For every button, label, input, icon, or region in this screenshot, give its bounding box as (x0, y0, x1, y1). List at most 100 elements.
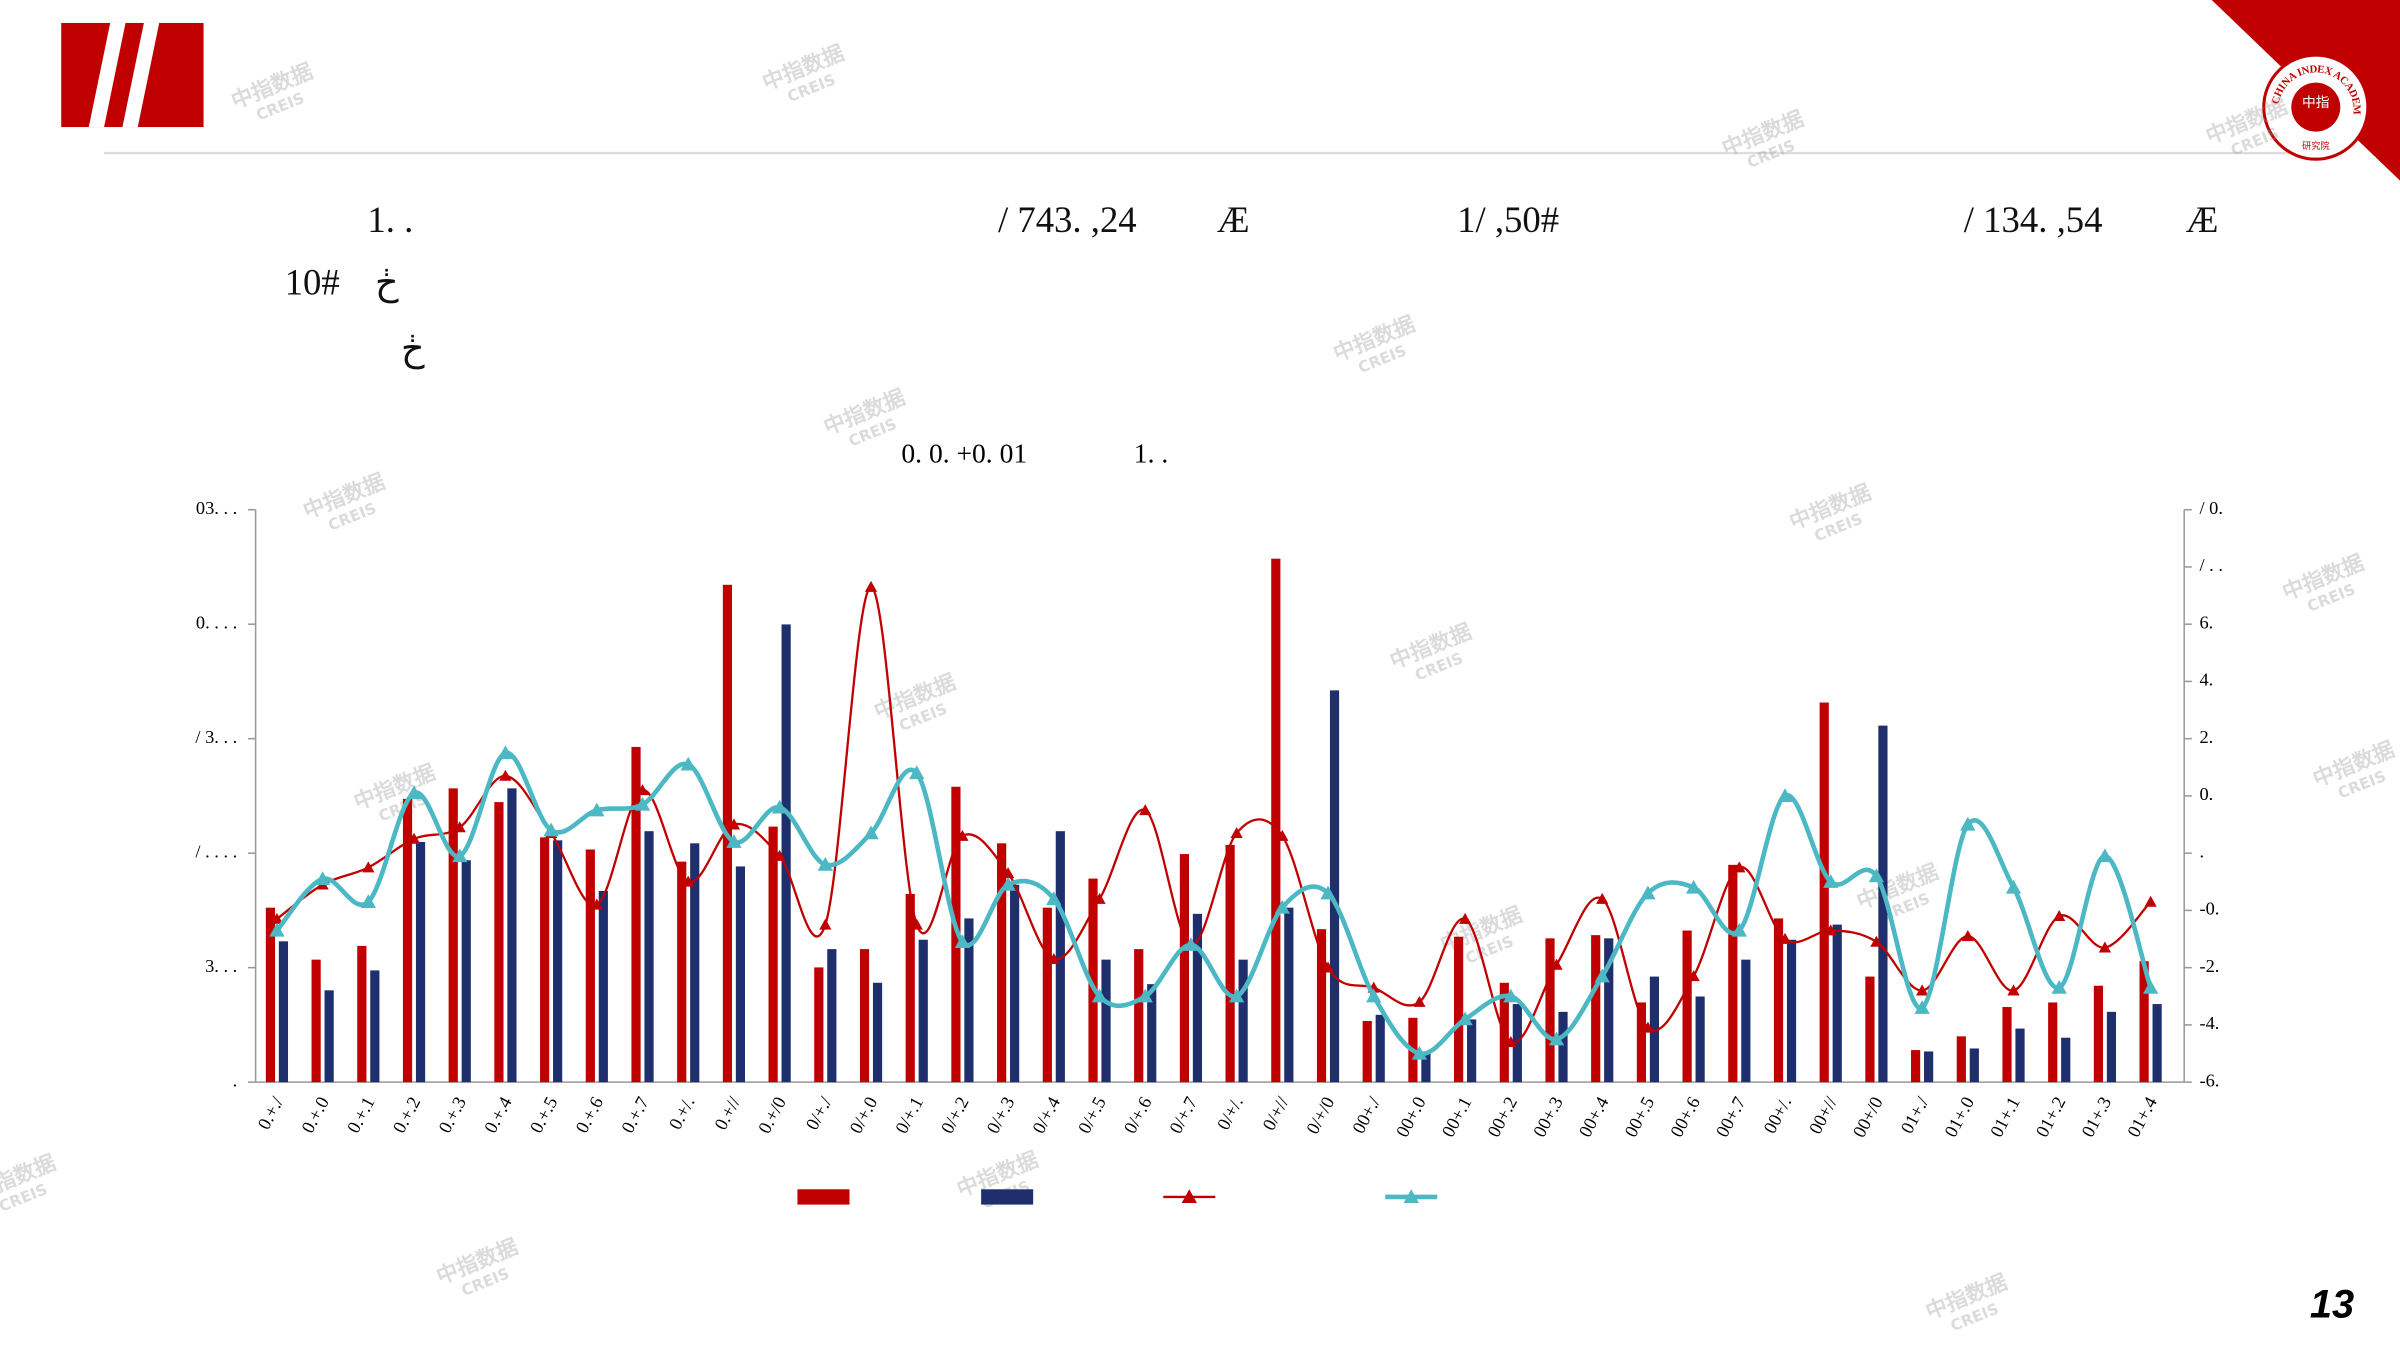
bar (1316, 929, 1327, 1083)
y2-tick-label: . (2199, 841, 2204, 861)
marker (362, 861, 375, 873)
marker (1139, 804, 1152, 816)
x-tick-label: 00+.4 (1575, 1093, 1613, 1140)
bar (1786, 939, 1797, 1083)
bar (964, 918, 974, 1083)
y2-tick-label: 2. (2199, 727, 2213, 747)
logo-ring: CHINA INDEX ACADEMY (0, 0, 2362, 115)
marker (2097, 848, 2113, 863)
x-tick-label: 00+.6 (1666, 1093, 1704, 1140)
legend-swatch (797, 1189, 850, 1205)
bar (1421, 1053, 1431, 1083)
x-tick-label: 0/+.7 (1166, 1093, 1202, 1136)
marker (360, 894, 376, 908)
bar (872, 982, 883, 1083)
bar (370, 970, 380, 1083)
marker (1685, 879, 1702, 894)
marker (1778, 932, 1792, 944)
bar (1956, 1036, 1966, 1083)
x-tick-label: 0.+/0 (754, 1093, 790, 1136)
header-slash (88, 22, 126, 128)
body-text: Æ (2186, 199, 2219, 240)
bar (781, 624, 791, 1083)
marker (864, 580, 878, 592)
marker (1457, 1011, 1473, 1026)
marker (2005, 879, 2022, 894)
x-tick-label: 0.+.7 (617, 1093, 652, 1136)
bar (1192, 913, 1203, 1083)
marker (1366, 988, 1382, 1003)
x-tick-label: 0.+./ (254, 1093, 288, 1133)
marker (634, 796, 651, 811)
x-tick-label: 0/+.0 (846, 1093, 882, 1136)
bar (2048, 1002, 2058, 1083)
y2-tick-label: / . . (2199, 555, 2222, 575)
bar (677, 861, 687, 1083)
bar (2152, 1004, 2162, 1083)
marker (1961, 930, 1974, 942)
bar (585, 849, 595, 1083)
x-tick-label: 01+.4 (2123, 1093, 2161, 1140)
bar (311, 959, 321, 1083)
bar (1147, 984, 1157, 1083)
marker (726, 834, 742, 848)
bar (507, 788, 517, 1083)
marker (2053, 910, 2066, 922)
marker (1594, 968, 1610, 983)
marker (1687, 970, 1700, 982)
line (276, 585, 2152, 1044)
bar (415, 841, 426, 1083)
x-tick-label: 00+.2 (1484, 1093, 1522, 1140)
bar (735, 866, 746, 1083)
bar (951, 786, 961, 1083)
y-tick-label: 03. . . (196, 498, 237, 518)
marker (453, 821, 466, 833)
marker (771, 799, 788, 814)
bar (1878, 725, 1888, 1083)
marker (2051, 980, 2067, 994)
y2-tick-label: -0. (2199, 899, 2219, 919)
x-tick-label: 01+.0 (1941, 1093, 1979, 1140)
x-tick-label: 00+.3 (1529, 1093, 1567, 1140)
bar (1055, 831, 1065, 1083)
bar (1911, 1050, 1921, 1083)
bar (859, 949, 870, 1083)
marker (1641, 1021, 1655, 1033)
marker (1413, 995, 1426, 1007)
x-tick-label: 00+.5 (1621, 1093, 1659, 1140)
marker (773, 849, 786, 861)
body-text: Æ (1217, 199, 1250, 240)
bar (1604, 938, 1614, 1083)
x-tick-label: 0/+.2 (937, 1093, 973, 1136)
y2-tick-label: -6. (2199, 1070, 2219, 1090)
marker (1002, 867, 1015, 879)
x-tick-label: 0.+.0 (297, 1093, 332, 1136)
legend-marker (1403, 1189, 1419, 1204)
logo-bottom: 研究院 (2302, 140, 2330, 151)
bar (1225, 844, 1235, 1083)
x-tick-label: 00+.0 (1392, 1093, 1430, 1140)
bar (598, 890, 608, 1083)
marker (909, 765, 925, 780)
legend-swatch (981, 1189, 1034, 1205)
bar (278, 941, 289, 1083)
marker (1411, 1045, 1428, 1060)
y2-tick-label: 6. (2199, 612, 2213, 632)
x-tick-label: 0/+/0 (1302, 1093, 1338, 1137)
bar (1558, 1011, 1568, 1083)
bar (1728, 864, 1738, 1083)
marker (863, 825, 879, 840)
y-tick-label: 3. . . (205, 956, 237, 976)
marker (1093, 892, 1106, 904)
logo-core (2291, 82, 2341, 132)
x-tick-label: 0.+.4 (480, 1093, 515, 1136)
x-tick-label: 0/+// (1259, 1093, 1293, 1134)
body-text: 10# (285, 262, 340, 303)
marker (1000, 876, 1016, 891)
